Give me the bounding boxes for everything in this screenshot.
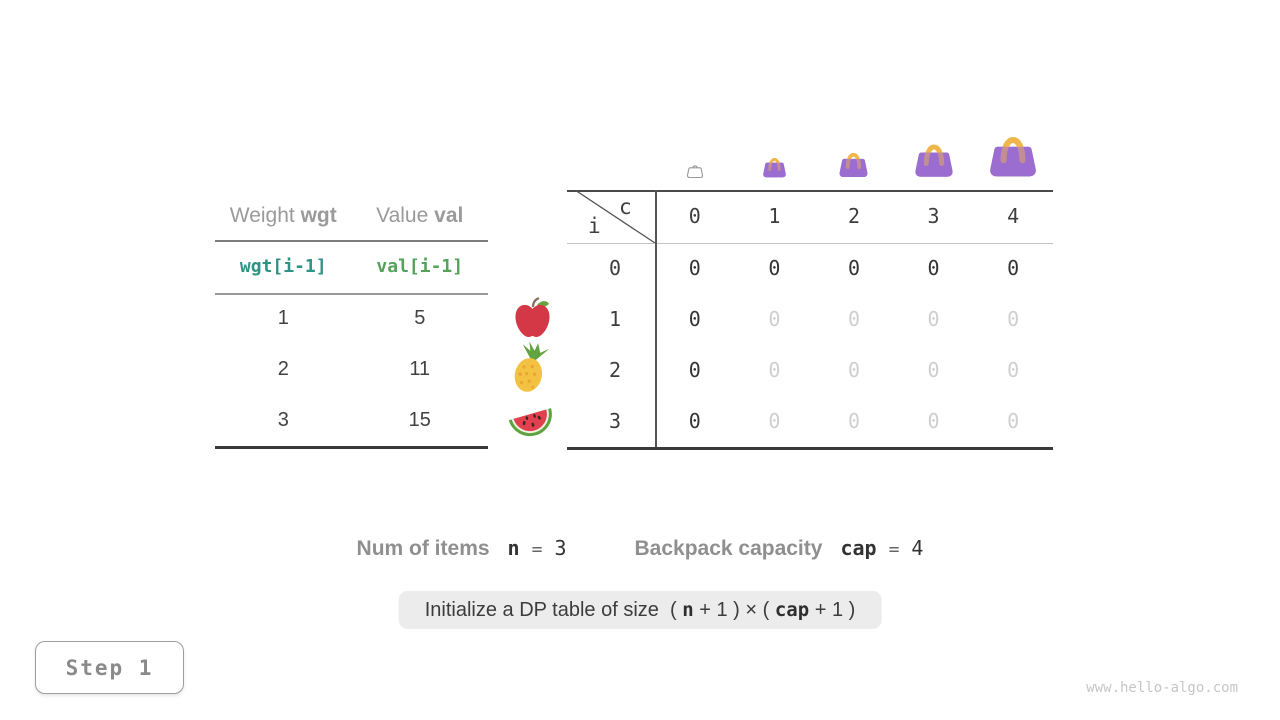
col-header-4: 4: [1007, 204, 1020, 228]
dp-cell: 0: [1007, 307, 1020, 331]
bags-row: [655, 122, 1053, 178]
dp-cell: 0: [1007, 358, 1020, 382]
dp-row-3: 3 0 0 0 0 0: [575, 396, 1053, 447]
dp-cell: 0: [927, 256, 940, 280]
dp-row-0: 0 0 0 0 0 0: [575, 243, 1053, 294]
dp-cell: 0: [688, 409, 701, 433]
cap-value: 4: [911, 536, 924, 560]
code-row-divider: [215, 293, 488, 295]
equals-sign: =: [531, 539, 543, 560]
col-header-3: 3: [927, 204, 940, 228]
step-button[interactable]: Step 1: [35, 641, 184, 694]
dp-cell: 0: [847, 307, 860, 331]
dp-column-headers: 0 1 2 3 4: [655, 190, 1053, 243]
watermelon-icon: [505, 398, 557, 447]
header-divider: [215, 240, 488, 242]
dp-header-underline: [567, 243, 1053, 244]
dp-cell: 0: [768, 358, 781, 382]
item-row-2: 2 11: [215, 344, 488, 395]
n-value: 3: [554, 536, 567, 560]
dp-row-label: 2: [608, 358, 622, 382]
dp-cell: 0: [1007, 256, 1020, 280]
item-3-weight: 3: [277, 409, 289, 431]
parameters-line: Num of items n = 3 Backpack capacity cap…: [0, 536, 1280, 564]
dp-cell: 0: [768, 307, 781, 331]
apple-icon: [512, 297, 553, 344]
items-table-bottom-line: [215, 446, 488, 449]
step-caption: Initialize a DP table of size ( n + 1 ) …: [398, 591, 882, 629]
caption-mid: + 1 ) × (: [693, 598, 775, 621]
col-header-1: 1: [768, 204, 781, 228]
dp-cell: 0: [1007, 409, 1020, 433]
value-column-header: Value val: [376, 204, 464, 227]
caption-open-paren: (: [670, 598, 683, 621]
caption-prefix: Initialize a DP table of size: [424, 598, 671, 621]
bag-icon-4: [973, 129, 1053, 178]
dp-cell: 0: [847, 409, 860, 433]
bag-icon-3: [894, 138, 974, 178]
dp-top-line: [567, 190, 1053, 192]
item-2-value: 11: [409, 358, 431, 380]
dp-bottom-line: [567, 447, 1053, 450]
dp-corner-cell: c i: [575, 190, 655, 243]
empty-bag-icon: [655, 162, 735, 178]
items-table-header: Weight wgt Value val: [215, 192, 488, 240]
row-variable-label: i: [588, 214, 601, 238]
dp-cell: 0: [927, 409, 940, 433]
dp-row-2: 2 0 0 0 0 0: [575, 345, 1053, 396]
weight-column-header: Weight wgt: [229, 204, 337, 227]
item-1-weight: 1: [277, 307, 289, 329]
dp-row-label: 0: [608, 256, 622, 280]
caption-n-var: n: [682, 599, 694, 621]
cap-variable: cap: [840, 536, 877, 560]
col-variable-label: c: [619, 195, 632, 219]
dp-row-label: 1: [608, 307, 622, 331]
caption-cap-var: cap: [774, 599, 810, 621]
bag-icon-2: [814, 148, 894, 178]
dp-vertical-line: [655, 190, 657, 447]
dp-cell: 0: [688, 358, 701, 382]
dp-row-1: 1 0 0 0 0 0: [575, 294, 1053, 345]
num-items-label: Num of items: [356, 537, 490, 560]
dp-cell: 0: [927, 307, 940, 331]
dp-cell: 0: [768, 256, 781, 280]
bag-icon-1: [735, 154, 815, 178]
item-2-weight: 2: [277, 358, 289, 380]
equals-sign: =: [888, 539, 900, 560]
item-3-value: 15: [408, 409, 431, 431]
item-row-3: 3 15: [215, 395, 488, 446]
dp-cell: 0: [688, 307, 701, 331]
col-header-0: 0: [688, 204, 701, 228]
dp-cell: 0: [847, 256, 860, 280]
col-header-2: 2: [847, 204, 860, 228]
item-1-value: 5: [414, 307, 426, 329]
dp-table: c i 0 1 2 3 4 0 0 0 0 0 0 1 0 0 0: [567, 190, 1053, 450]
item-row-1: 1 5: [215, 293, 488, 344]
dp-cell: 0: [927, 358, 940, 382]
dp-cell: 0: [688, 256, 701, 280]
diagonal-line: [575, 190, 655, 243]
dp-cell: 0: [847, 358, 860, 382]
items-table-code-row: wgt[i-1] val[i-1]: [215, 240, 488, 293]
step-button-label: Step 1: [65, 655, 154, 680]
site-watermark: www.hello-algo.com: [1086, 680, 1238, 696]
val-code-label: val[i-1]: [376, 256, 464, 277]
items-table: Weight wgt Value val wgt[i-1] val[i-1] 1…: [215, 192, 488, 450]
wgt-code-label: wgt[i-1]: [239, 256, 327, 277]
pineapple-icon: [506, 341, 552, 399]
n-variable: n: [507, 536, 520, 560]
dp-row-label: 3: [608, 409, 622, 433]
caption-end: + 1 ): [809, 598, 856, 621]
dp-cell: 0: [768, 409, 781, 433]
capacity-label: Backpack capacity: [634, 537, 823, 560]
